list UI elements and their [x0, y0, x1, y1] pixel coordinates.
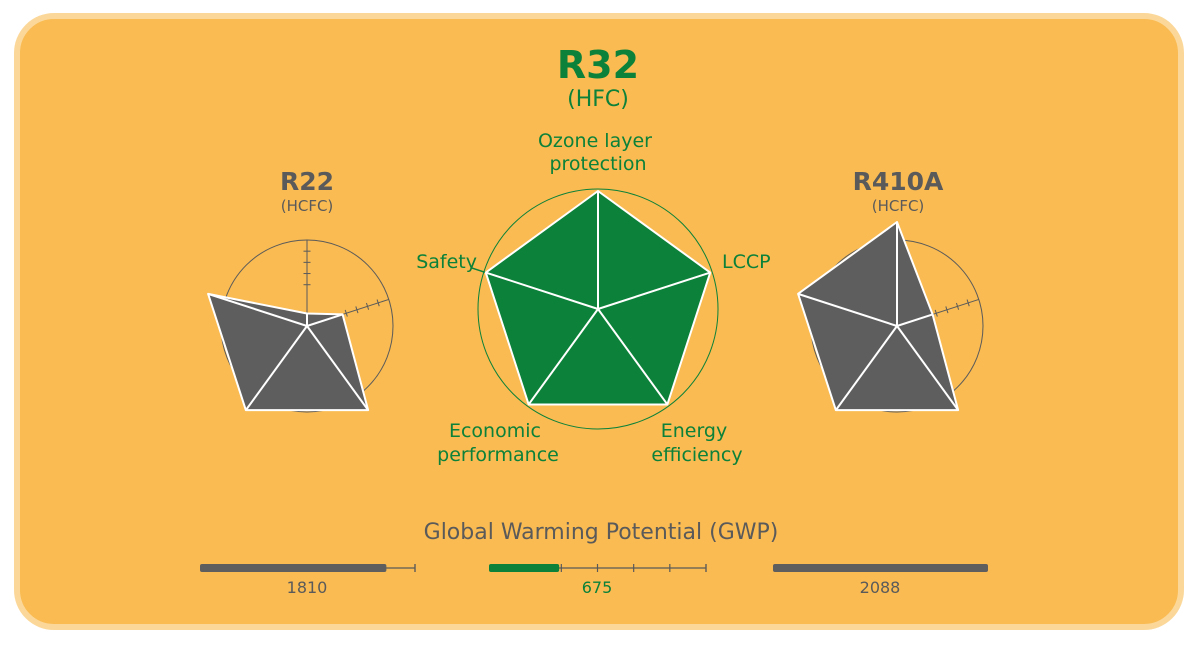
gwp-bars: [200, 564, 988, 572]
r32-axis-labels: Ozone layer protection LCCP Energy effic…: [416, 130, 770, 466]
r410a-spoke-1: [896, 313, 933, 327]
r22-radar: [207, 239, 394, 413]
r410a-axis-tick-1-1: [934, 309, 938, 317]
axis-label-economic-line2: performance: [437, 444, 559, 466]
axis-label-economic: Economic performance: [437, 420, 559, 466]
axis-label-ozone-line2: protection: [549, 153, 646, 175]
r32-title: R32: [557, 43, 639, 87]
gwp-value-r410a: 2088: [860, 578, 901, 597]
r32-spoke-2: [597, 308, 669, 406]
gwp-value-r22: 1810: [287, 578, 328, 597]
r410a-subtitle: (HCFC): [872, 197, 925, 215]
r22-axis-tick-1-3: [365, 302, 370, 310]
axis-label-energy: Energy efficiency: [651, 420, 742, 466]
axis-label-economic-line1: Economic: [449, 420, 541, 442]
axis-label-energy-line1: Energy: [661, 420, 728, 442]
r32-spoke-3: [527, 308, 599, 406]
r410a-spoke-3: [835, 325, 898, 411]
r22-spoke-2: [306, 325, 369, 411]
r32-spoke-1: [597, 271, 711, 310]
gwp-bar-r32: [489, 564, 560, 572]
r410a-radar: [797, 221, 984, 413]
r22-axis-tick-1-2: [355, 306, 359, 314]
r22-title: R22: [280, 167, 334, 196]
gwp-title: Global Warming Potential (GWP): [424, 520, 779, 545]
r32-radar: [470, 188, 719, 430]
r22-axis-tick-1-1: [344, 309, 348, 317]
r22-spoke-3: [245, 325, 308, 411]
r32-subtitle: (HFC): [567, 87, 629, 112]
r410a-title: R410A: [853, 167, 944, 196]
r32-safety-spoke: [470, 266, 487, 274]
gwp-bar-r410a: [773, 564, 988, 572]
r410a-axis-tick-1-3: [955, 302, 960, 310]
r410a-axis-tick-1-2: [945, 306, 949, 314]
axis-label-ozone-line1: Ozone layer: [538, 130, 652, 152]
gwp-value-r32: 675: [582, 578, 613, 597]
r32-spoke-4: [485, 271, 599, 310]
r22-subtitle: (HCFC): [281, 197, 334, 215]
r22-axis-tick-1-4: [376, 299, 380, 307]
r410a-axis-tick-1-4: [966, 299, 970, 307]
axis-label-energy-line2: efficiency: [651, 444, 742, 466]
axis-label-lccp: LCCP: [722, 251, 771, 273]
r32-ring: [477, 188, 719, 430]
r22-spoke-4: [207, 292, 308, 327]
r410a-spoke-4: [797, 292, 898, 327]
axis-label-safety: Safety: [416, 251, 477, 273]
axis-label-ozone: Ozone layer protection: [538, 130, 658, 175]
r410a-spoke-2: [896, 325, 959, 411]
gwp-bar-r22: [200, 564, 387, 572]
r410a-radar-polygon: [797, 221, 960, 412]
r22-spoke-1: [306, 313, 343, 327]
